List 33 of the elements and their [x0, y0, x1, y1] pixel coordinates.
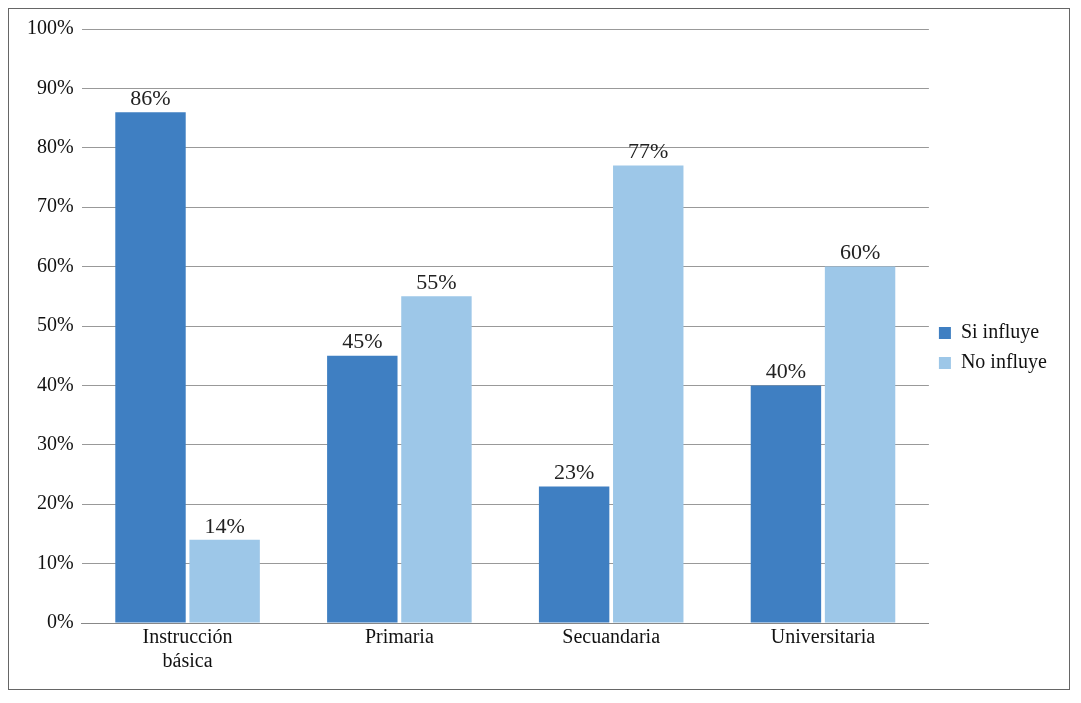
y-tick-label: 0% — [46, 610, 74, 633]
legend-label: Si influye — [960, 320, 1040, 344]
data-label: 45% — [342, 328, 383, 354]
bar — [115, 112, 186, 623]
y-tick-label: 90% — [36, 75, 74, 98]
bar — [538, 486, 610, 623]
data-label: 86% — [130, 84, 171, 110]
bar — [327, 355, 398, 623]
data-label: 77% — [628, 138, 669, 164]
data-label: 60% — [839, 239, 881, 265]
bar — [189, 539, 260, 623]
bar — [750, 385, 822, 623]
y-tick-label: 10% — [36, 550, 74, 573]
data-label: 14% — [204, 512, 245, 538]
data-label: 40% — [765, 358, 807, 384]
x-tick-label: Universitaria — [770, 625, 876, 648]
y-tick-label: 70% — [36, 194, 74, 217]
x-tick-label: Instrucción básica — [142, 625, 233, 672]
bar — [613, 165, 684, 623]
y-tick-label: 60% — [36, 253, 74, 276]
data-label: 23% — [553, 459, 595, 485]
y-tick-label: 50% — [36, 313, 74, 336]
y-tick-label: 80% — [36, 135, 74, 158]
x-tick-label: Secuandaria — [562, 625, 661, 648]
x-tick-label: Primaria — [364, 625, 434, 648]
y-tick-label: 30% — [36, 432, 74, 455]
bar — [824, 266, 896, 623]
legend-label: No influye — [960, 350, 1048, 374]
bar — [401, 296, 472, 623]
y-tick-label: 100% — [26, 16, 74, 39]
y-tick-label: 20% — [36, 491, 74, 514]
data-label: 55% — [416, 269, 457, 295]
y-tick-label: 40% — [36, 372, 74, 395]
